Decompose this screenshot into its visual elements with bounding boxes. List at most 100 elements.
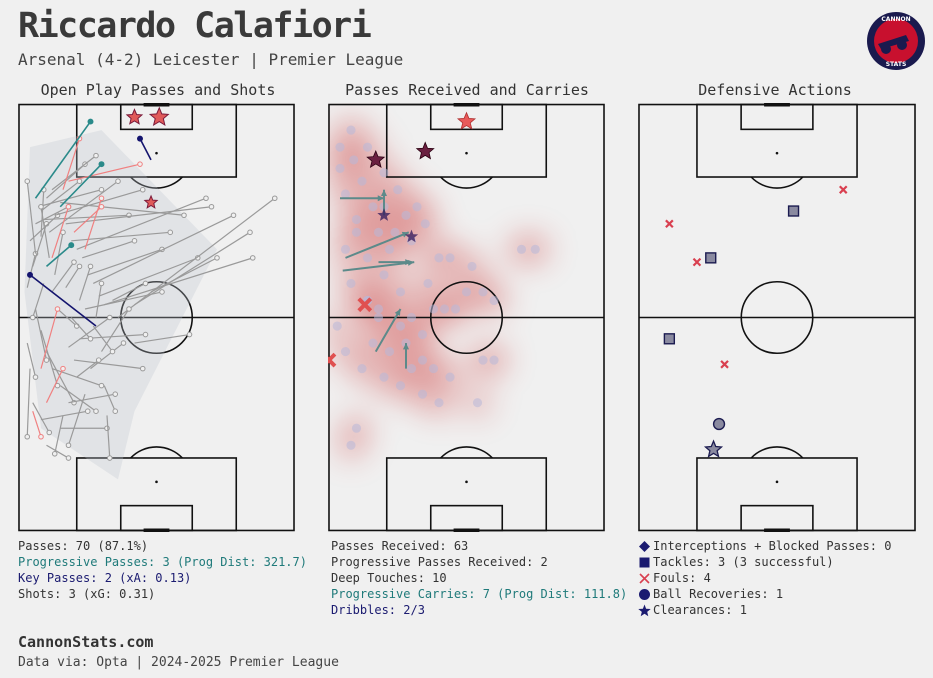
reception-stat-line: Progressive Passes Received: 2 [331, 555, 548, 569]
clearance-marker [703, 439, 724, 458]
received-pass-point [434, 253, 444, 263]
pass-end-point [112, 391, 119, 397]
pass-line [73, 359, 143, 370]
received-pass-point [417, 389, 428, 399]
received-pass-point [434, 398, 444, 408]
pass-line [32, 402, 50, 433]
square-icon [639, 557, 650, 567]
pass-line [51, 261, 75, 293]
pass-line [32, 223, 48, 267]
center-circle [740, 280, 814, 355]
pass-end-point [120, 340, 127, 346]
pass-line [46, 444, 69, 459]
received-pass-point [379, 372, 389, 382]
bottom-penalty-arc [130, 446, 183, 459]
final-third-pass-line [45, 368, 64, 403]
center-circle [429, 280, 504, 355]
received-pass-point [428, 304, 439, 314]
pass-line [106, 415, 111, 459]
reception-stat-line: Deep Touches: 10 [331, 571, 447, 585]
match-subtitle: Arsenal (4-2) Leicester | Premier League [18, 50, 404, 69]
pass-line [51, 368, 102, 387]
pass-line [90, 342, 124, 370]
pass-line [26, 253, 37, 288]
pass-end-point [38, 203, 44, 210]
reception-heatmap-pitch [328, 103, 605, 532]
received-pass-point [332, 321, 342, 331]
pass-map-pitch [18, 103, 295, 532]
panel-title-defensive-actions: Defensive Actions [698, 81, 852, 99]
pass-end-point [24, 178, 31, 184]
progressive-pass-line [45, 244, 72, 267]
circle-icon [639, 588, 650, 600]
heatmap-layer [328, 112, 554, 464]
pass-end-point [87, 336, 94, 342]
pass-line [26, 368, 31, 437]
received-pass-point [362, 253, 373, 263]
final-third-pass-line [51, 206, 70, 259]
pass-end-point [60, 229, 66, 236]
pass-line [32, 283, 45, 318]
pass-end-point [46, 429, 53, 436]
pass-end-point [142, 331, 149, 338]
pass-end-point [98, 280, 105, 287]
pass-line [112, 282, 146, 301]
received-pass-point [428, 364, 439, 374]
pass-line [40, 206, 50, 258]
received-pass-point [346, 125, 356, 135]
pass-line [104, 257, 253, 306]
foul-marker [838, 185, 848, 194]
received-pass-point [395, 287, 406, 297]
dribble-marker [456, 111, 477, 130]
pass-stat-line: Progressive Passes: 3 (Prog Dist: 321.7) [18, 555, 307, 569]
panel-title-receptions-carries: Passes Received and Carries [345, 81, 589, 99]
progressive-pass-line [59, 163, 103, 208]
pass-line [68, 317, 111, 348]
pass-line [117, 197, 276, 318]
foul-marker [720, 360, 729, 369]
pass-line [45, 351, 75, 403]
pass-end-point [186, 331, 193, 338]
pass-line [70, 317, 91, 340]
shot-star [148, 106, 170, 127]
prog-received-star [366, 149, 386, 169]
received-pass-point [351, 214, 362, 225]
received-pass-point [420, 219, 430, 229]
final-third-pass-end [98, 195, 105, 202]
pass-end-point [93, 408, 99, 414]
received-pass-point [530, 244, 540, 254]
pass-end-point [181, 212, 187, 219]
cannonstats-logo: CANNON STATS [867, 12, 925, 70]
received-pass-point [346, 278, 356, 288]
pass-end-point [203, 195, 209, 202]
pass-line [82, 240, 135, 259]
received-pass-point [351, 423, 362, 433]
received-pass-point [478, 355, 488, 365]
final-third-pass-line [32, 411, 42, 437]
pass-end-point [106, 455, 113, 461]
shot-star [143, 194, 159, 209]
pass-line [26, 181, 37, 254]
received-pass-point [340, 347, 351, 357]
defensive-legend: Interceptions + Blocked Passes: 0 Tackles… [638, 538, 891, 618]
pass-end-point [167, 229, 174, 236]
dribble-marker [357, 297, 373, 313]
legend-item: Ball Recoveries: 1 [638, 586, 891, 602]
received-pass-point [379, 270, 389, 280]
legend-item: Interceptions + Blocked Passes: 0 [638, 538, 891, 554]
bottom-penalty-box [696, 457, 858, 532]
pass-line [40, 410, 88, 421]
received-pass-point [439, 304, 450, 314]
final-third-pass-end [54, 306, 61, 312]
received-pass-point [393, 185, 403, 195]
panel-title-passes-shots: Open Play Passes and Shots [40, 81, 276, 99]
received-pass-point [357, 364, 367, 374]
received-pass-point [368, 338, 378, 348]
prog-received-star [415, 141, 435, 160]
final-third-pass-end [98, 203, 105, 210]
pass-end-point [24, 433, 31, 440]
received-pass-point [379, 168, 389, 178]
pass-line [38, 189, 102, 208]
received-pass-point [357, 176, 367, 186]
pass-line [26, 342, 37, 378]
